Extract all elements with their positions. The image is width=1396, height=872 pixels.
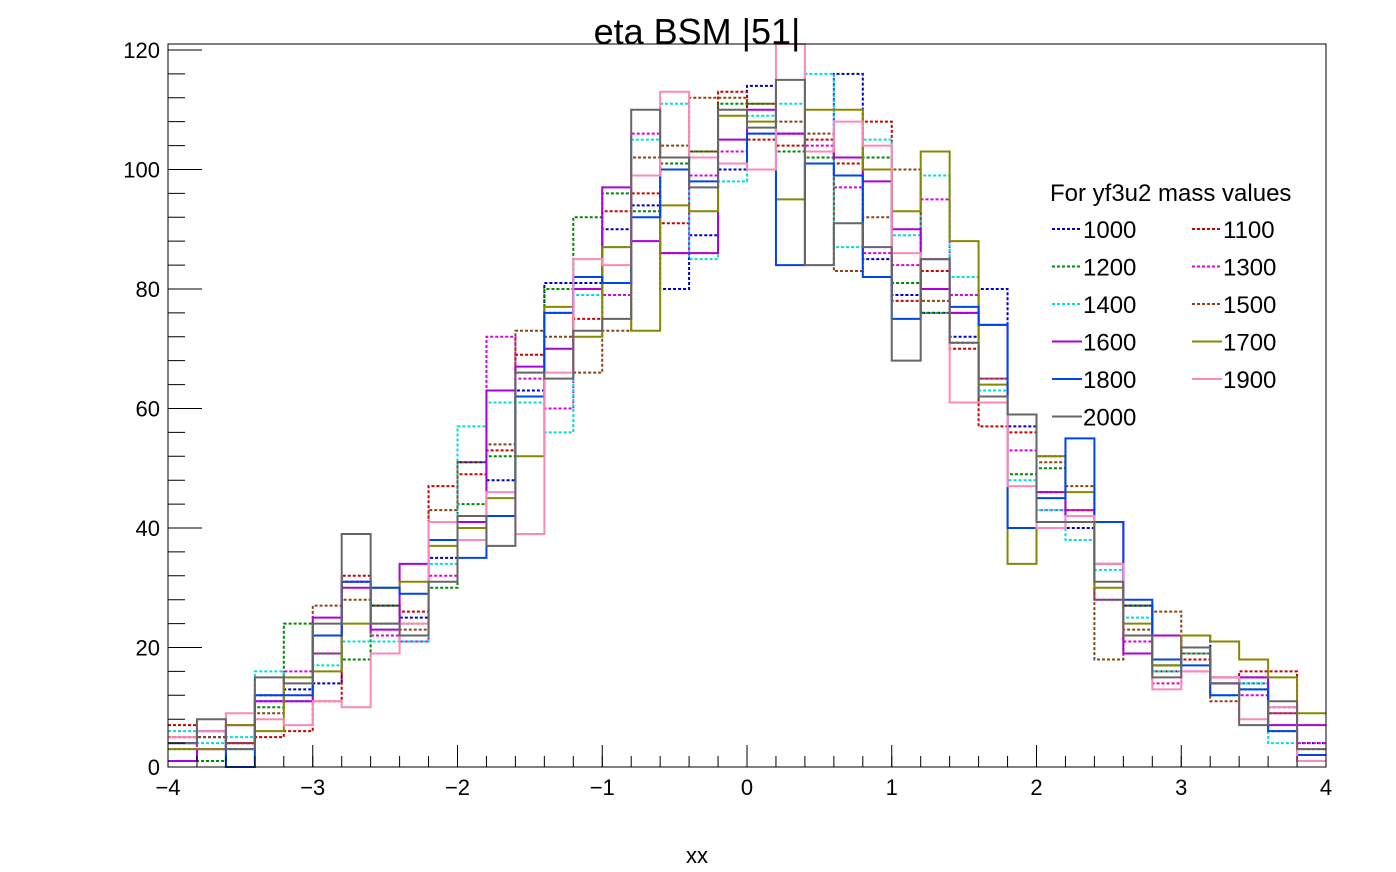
y-tick-label: 120 — [123, 38, 160, 63]
y-tick-label: 20 — [136, 635, 160, 660]
x-tick-label: −3 — [300, 775, 325, 800]
legend: For yf3u2 mass values 1000 1100 1200 1300 14… — [1050, 180, 1291, 432]
legend-label-1700: 1700 — [1223, 330, 1276, 357]
legend-label-1400: 1400 — [1083, 292, 1136, 319]
legend-label-1900: 1900 — [1223, 367, 1276, 394]
legend-label-1600: 1600 — [1083, 330, 1136, 357]
x-tick-label: 0 — [741, 775, 753, 800]
series-line-1200 — [168, 102, 1326, 763]
legend-label-2000: 2000 — [1083, 405, 1136, 432]
x-tick-label: 1 — [886, 775, 898, 800]
y-tick-label: 40 — [136, 516, 160, 541]
x-tick-label: −2 — [445, 775, 470, 800]
legend-label-1300: 1300 — [1223, 255, 1276, 282]
x-tick-label: −4 — [155, 775, 180, 800]
x-tick-label: −1 — [590, 775, 615, 800]
legend-label-1100: 1100 — [1223, 217, 1275, 244]
x-tick-label: 3 — [1175, 775, 1187, 800]
legend-label-1500: 1500 — [1223, 292, 1276, 319]
x-tick-label: 2 — [1030, 775, 1042, 800]
legend-header: For yf3u2 mass values — [1050, 180, 1291, 207]
x-tick-label: 4 — [1320, 775, 1332, 800]
legend-label-1000: 1000 — [1083, 217, 1136, 244]
y-tick-label: 80 — [136, 277, 160, 302]
y-tick-label: 60 — [136, 396, 160, 421]
chart-title: eta BSM |51| — [594, 11, 801, 52]
legend-label-1200: 1200 — [1083, 255, 1136, 282]
series-line-1000 — [168, 72, 1326, 745]
y-tick-label: 100 — [123, 157, 160, 182]
x-axis-title: xx — [686, 843, 708, 868]
series-line-1400 — [168, 72, 1326, 757]
series-layer — [168, 43, 1326, 768]
legend-label-1800: 1800 — [1083, 367, 1136, 394]
y-tick-label: 0 — [148, 755, 160, 780]
series-line-2000 — [168, 78, 1326, 751]
